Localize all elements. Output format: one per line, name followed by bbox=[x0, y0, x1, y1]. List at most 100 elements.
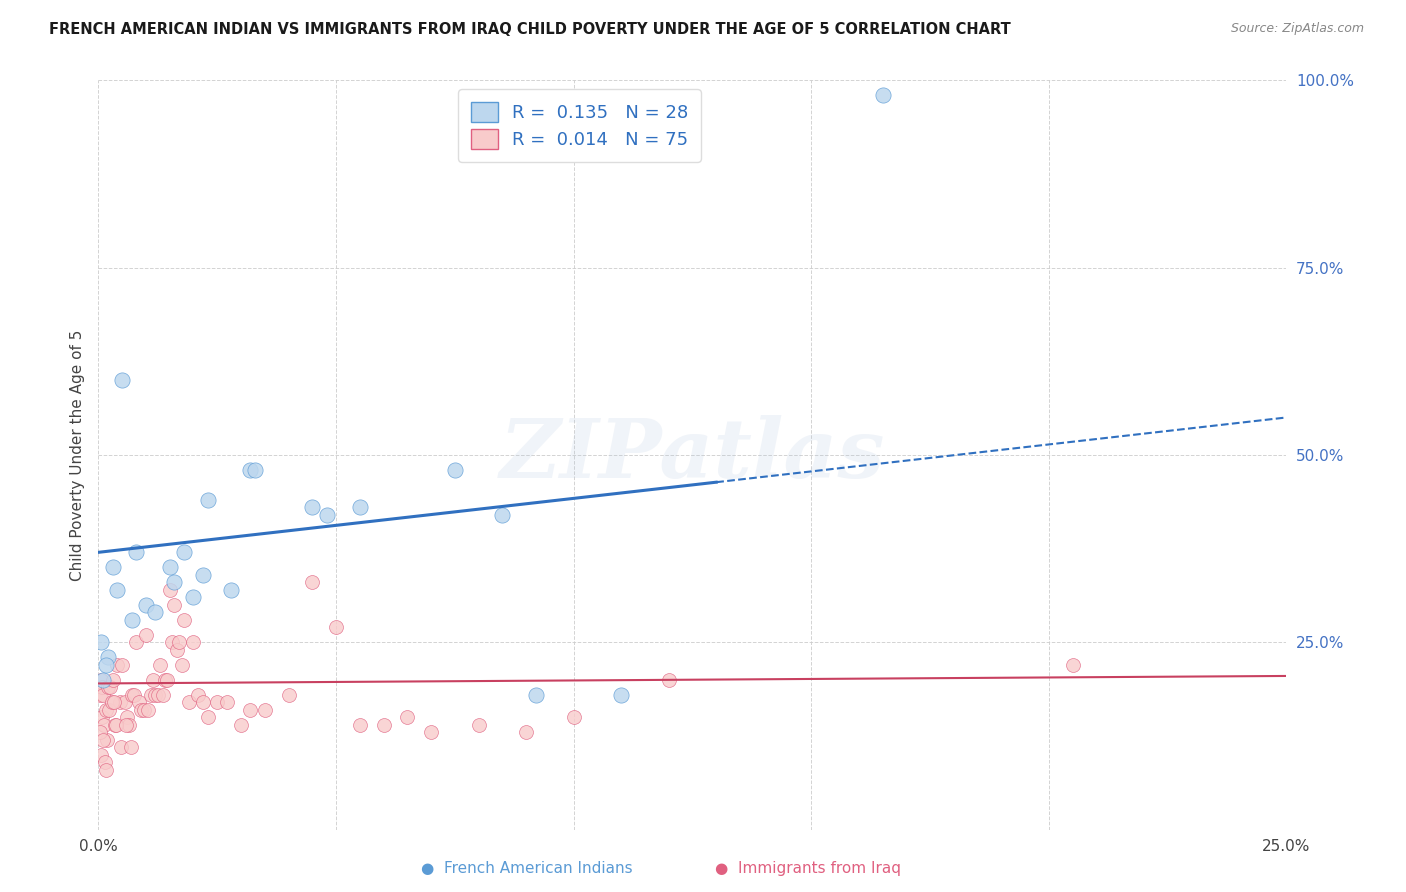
Point bbox=[159, 582, 181, 597]
Text: ●  French American Indians: ● French American Indians bbox=[422, 861, 633, 876]
Point bbox=[221, 582, 243, 597]
Point bbox=[97, 703, 120, 717]
Point bbox=[444, 463, 467, 477]
Point bbox=[105, 717, 128, 731]
Point bbox=[152, 688, 174, 702]
Text: ZIPatlas: ZIPatlas bbox=[499, 415, 886, 495]
Point bbox=[610, 688, 633, 702]
Point bbox=[94, 703, 117, 717]
Point bbox=[145, 605, 167, 619]
Point bbox=[658, 673, 681, 687]
Point bbox=[93, 755, 115, 769]
Point bbox=[177, 695, 200, 709]
Point bbox=[135, 598, 157, 612]
Point bbox=[89, 725, 111, 739]
Point bbox=[239, 463, 262, 477]
Y-axis label: Child Poverty Under the Age of 5: Child Poverty Under the Age of 5 bbox=[69, 329, 84, 581]
Point bbox=[191, 567, 214, 582]
Point bbox=[107, 582, 129, 597]
Point bbox=[467, 717, 489, 731]
Point bbox=[325, 620, 347, 634]
Point bbox=[108, 695, 131, 709]
Point bbox=[114, 695, 136, 709]
Point bbox=[89, 688, 111, 702]
Point bbox=[90, 673, 112, 687]
Point bbox=[91, 732, 114, 747]
Point bbox=[103, 695, 125, 709]
Point bbox=[132, 703, 155, 717]
Point bbox=[229, 717, 252, 731]
Point bbox=[170, 657, 193, 672]
Point bbox=[315, 508, 337, 522]
Point bbox=[156, 673, 179, 687]
Point bbox=[94, 657, 117, 672]
Point bbox=[187, 688, 209, 702]
Point bbox=[191, 695, 214, 709]
Point bbox=[135, 628, 157, 642]
Point bbox=[173, 545, 195, 559]
Point bbox=[253, 703, 276, 717]
Point bbox=[97, 680, 120, 694]
Text: FRENCH AMERICAN INDIAN VS IMMIGRANTS FROM IRAQ CHILD POVERTY UNDER THE AGE OF 5 : FRENCH AMERICAN INDIAN VS IMMIGRANTS FRO… bbox=[49, 22, 1011, 37]
Point bbox=[245, 463, 267, 477]
Point bbox=[142, 673, 165, 687]
Point bbox=[149, 657, 172, 672]
Point bbox=[111, 657, 134, 672]
Point bbox=[491, 508, 513, 522]
Point bbox=[120, 740, 142, 755]
Point bbox=[349, 717, 371, 731]
Point bbox=[153, 673, 176, 687]
Point bbox=[1062, 657, 1084, 672]
Text: ●  Immigrants from Iraq: ● Immigrants from Iraq bbox=[716, 861, 901, 876]
Point bbox=[205, 695, 228, 709]
Point bbox=[167, 635, 190, 649]
Point bbox=[91, 688, 114, 702]
Point bbox=[90, 747, 112, 762]
Point bbox=[101, 560, 124, 574]
Point bbox=[139, 688, 162, 702]
Point bbox=[301, 500, 323, 515]
Point bbox=[90, 635, 112, 649]
Point bbox=[277, 688, 299, 702]
Point bbox=[101, 673, 124, 687]
Point bbox=[93, 717, 115, 731]
Point bbox=[163, 575, 186, 590]
Point bbox=[98, 680, 121, 694]
Point bbox=[396, 710, 419, 724]
Point bbox=[111, 373, 134, 387]
Point bbox=[128, 695, 150, 709]
Point bbox=[159, 560, 181, 574]
Point bbox=[373, 717, 395, 731]
Point bbox=[97, 650, 120, 665]
Text: Source: ZipAtlas.com: Source: ZipAtlas.com bbox=[1230, 22, 1364, 36]
Point bbox=[197, 492, 219, 507]
Point bbox=[515, 725, 537, 739]
Point bbox=[121, 688, 143, 702]
Point bbox=[91, 673, 114, 687]
Point bbox=[872, 88, 894, 103]
Point bbox=[125, 635, 148, 649]
Point bbox=[146, 688, 169, 702]
Point bbox=[115, 717, 138, 731]
Point bbox=[301, 575, 323, 590]
Point bbox=[166, 642, 188, 657]
Point bbox=[562, 710, 585, 724]
Point bbox=[122, 688, 145, 702]
Point bbox=[349, 500, 371, 515]
Point bbox=[183, 635, 205, 649]
Point bbox=[524, 688, 547, 702]
Legend: R =  0.135   N = 28, R =  0.014   N = 75: R = 0.135 N = 28, R = 0.014 N = 75 bbox=[458, 89, 702, 161]
Point bbox=[183, 591, 205, 605]
Point bbox=[215, 695, 238, 709]
Point bbox=[197, 710, 219, 724]
Point bbox=[110, 740, 132, 755]
Point bbox=[91, 710, 114, 724]
Point bbox=[94, 763, 117, 777]
Point bbox=[173, 613, 195, 627]
Point bbox=[118, 717, 141, 731]
Point bbox=[136, 703, 159, 717]
Point bbox=[107, 657, 129, 672]
Point bbox=[104, 717, 127, 731]
Point bbox=[100, 695, 122, 709]
Point bbox=[90, 680, 112, 694]
